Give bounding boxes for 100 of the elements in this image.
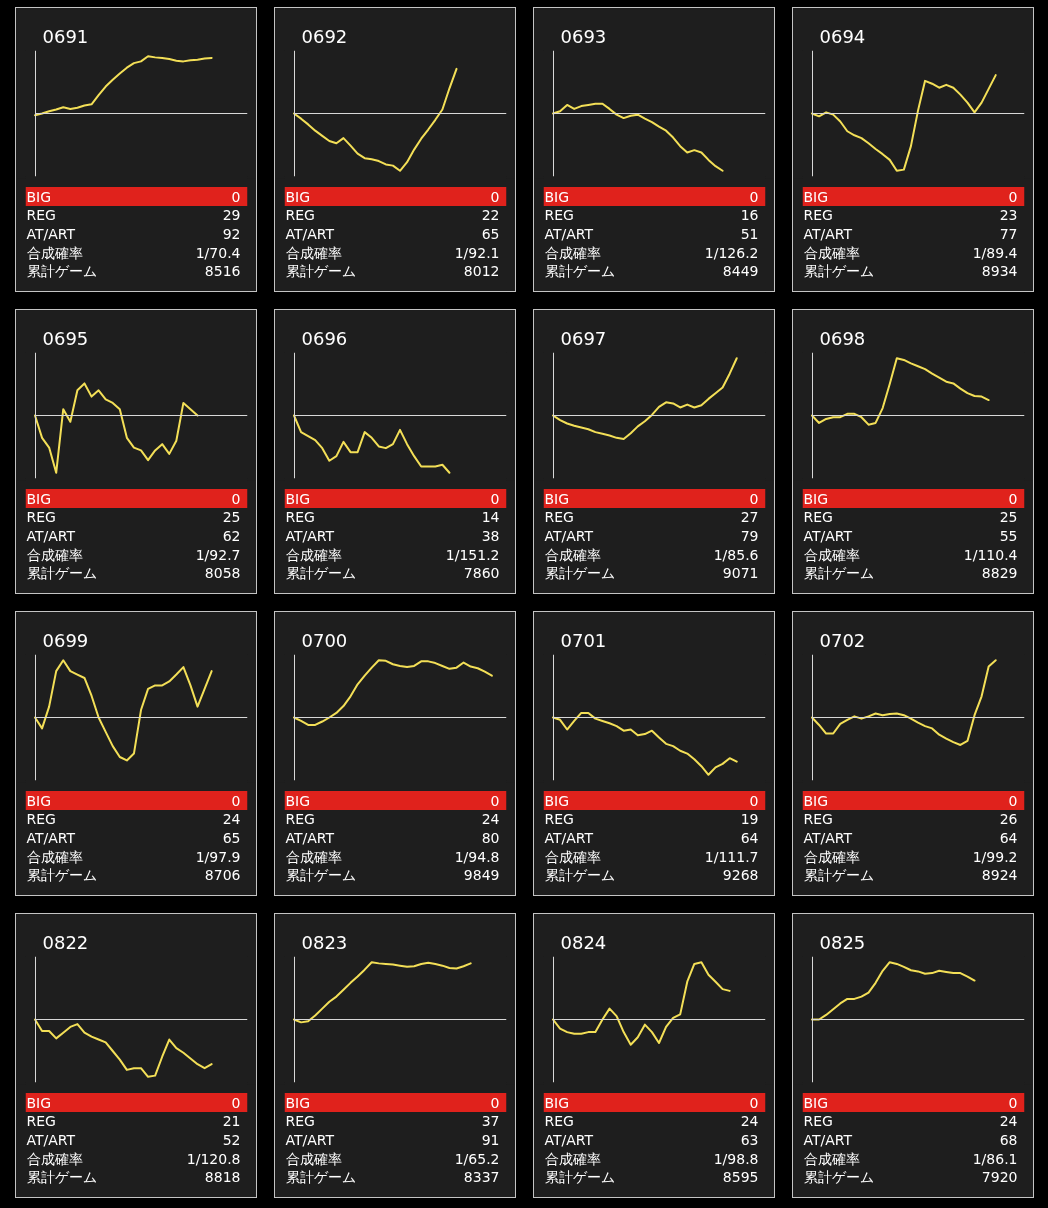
text: 8012: [463, 263, 500, 280]
text: 0: [490, 188, 500, 205]
text: REG: [285, 811, 315, 828]
text: 7920: [981, 1169, 1018, 1186]
text: 1/89.4: [972, 244, 1018, 261]
text: 51: [740, 225, 759, 242]
text: AT/ART: [26, 527, 76, 544]
text: 1/111.7: [704, 848, 759, 865]
text: 8706: [204, 867, 241, 884]
text: 8058: [204, 565, 241, 582]
text: 77: [999, 225, 1018, 242]
text: BIG: [285, 1094, 311, 1111]
text: 8516: [204, 263, 241, 280]
text: 1/94.8: [454, 848, 500, 865]
text: 21: [222, 1113, 241, 1130]
text: 8934: [981, 263, 1018, 280]
text: 合成確率: [26, 546, 83, 563]
text: 合成確率: [544, 848, 601, 865]
text: 1/86.1: [972, 1150, 1018, 1167]
text: 79: [740, 527, 759, 544]
text: 8818: [204, 1169, 241, 1186]
text: 累計ゲーム: [285, 867, 356, 884]
text: 91: [481, 1131, 500, 1148]
text: 1/65.2: [454, 1150, 500, 1167]
text: 23: [999, 207, 1018, 224]
text: 累計ゲーム: [26, 565, 97, 582]
text: BIG: [544, 188, 570, 205]
text: 55: [999, 527, 1018, 544]
chart-title: 0695: [42, 327, 89, 349]
text: 累計ゲーム: [544, 263, 615, 280]
text: 0: [1008, 792, 1018, 809]
text: 64: [999, 829, 1018, 846]
text: AT/ART: [544, 829, 594, 846]
text: 1/92.7: [195, 546, 241, 563]
text: 63: [740, 1131, 759, 1148]
text: 68: [999, 1131, 1018, 1148]
text: 22: [481, 207, 500, 224]
text: BIG: [26, 792, 52, 809]
text: REG: [285, 509, 315, 526]
text: 0: [231, 1094, 241, 1111]
text: REG: [285, 207, 315, 224]
text: BIG: [285, 792, 311, 809]
text: BIG: [803, 490, 829, 507]
text: 累計ゲーム: [285, 565, 356, 582]
text: 62: [222, 527, 241, 544]
text: 合成確率: [544, 1150, 601, 1167]
text: AT/ART: [803, 829, 853, 846]
text: 38: [481, 527, 500, 544]
text: 0: [1008, 490, 1018, 507]
chart-title: 0698: [819, 327, 866, 349]
text: REG: [803, 811, 833, 828]
text: 19: [740, 811, 759, 828]
text: AT/ART: [803, 225, 853, 242]
text: 25: [999, 509, 1018, 526]
text: 合成確率: [803, 244, 860, 261]
text: 累計ゲーム: [285, 263, 356, 280]
text: 累計ゲーム: [26, 867, 97, 884]
text: 24: [481, 811, 500, 828]
text: BIG: [285, 188, 311, 205]
text: AT/ART: [285, 1131, 335, 1148]
text: 0: [490, 490, 500, 507]
text: 0: [1008, 1094, 1018, 1111]
text: REG: [26, 811, 56, 828]
text: REG: [544, 207, 574, 224]
text: 0: [749, 188, 759, 205]
text: BIG: [285, 490, 311, 507]
text: 合成確率: [803, 546, 860, 563]
text: REG: [26, 207, 56, 224]
text: 0: [490, 792, 500, 809]
text: AT/ART: [544, 527, 594, 544]
text: 1/92.1: [454, 244, 500, 261]
text: 16: [740, 207, 759, 224]
text: BIG: [544, 1094, 570, 1111]
text: 65: [481, 225, 500, 242]
text: 26: [999, 811, 1018, 828]
text: 1/110.4: [963, 546, 1018, 563]
text: 累計ゲーム: [285, 1169, 356, 1186]
text: 累計ゲーム: [544, 867, 615, 884]
chart-title: 0822: [42, 931, 89, 953]
text: AT/ART: [803, 1131, 853, 1148]
text: 14: [481, 509, 500, 526]
text: 9849: [463, 867, 500, 884]
text: 合成確率: [803, 1150, 860, 1167]
text: BIG: [544, 490, 570, 507]
text: 合成確率: [803, 848, 860, 865]
text: 合成確率: [26, 848, 83, 865]
text: 累計ゲーム: [803, 867, 874, 884]
text: AT/ART: [803, 527, 853, 544]
text: BIG: [803, 792, 829, 809]
text: 累計ゲーム: [803, 1169, 874, 1186]
text: AT/ART: [544, 225, 594, 242]
text: 1/97.9: [195, 848, 241, 865]
chart-title: 0691: [42, 25, 89, 47]
chart-title: 0823: [301, 931, 348, 953]
text: 25: [222, 509, 241, 526]
text: 65: [222, 829, 241, 846]
text: 0: [749, 490, 759, 507]
text: 合成確率: [285, 1150, 342, 1167]
chart-title: 0824: [560, 931, 607, 953]
text: AT/ART: [285, 829, 335, 846]
